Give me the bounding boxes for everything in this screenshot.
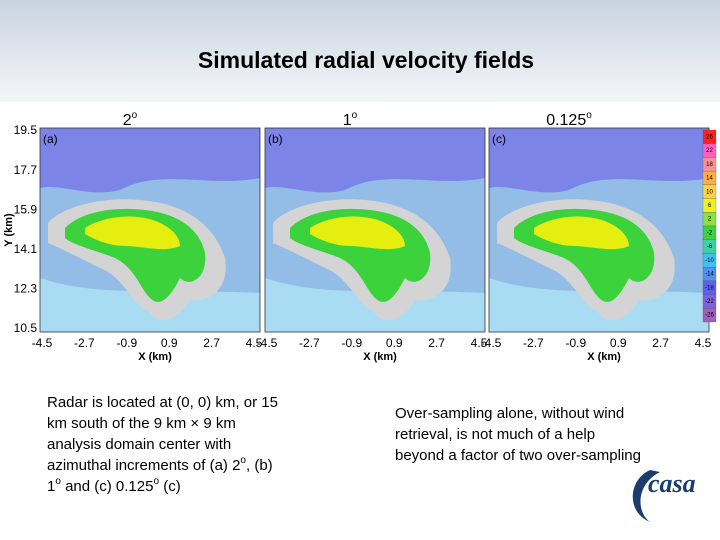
panel-heading: 0.125o (546, 110, 592, 130)
x-tick-label: 0.9 (161, 336, 178, 350)
title: Simulated radial velocity fields (198, 47, 534, 73)
right-paragraph-line: retrieval, is not much of a help (395, 426, 595, 443)
superscript: o (153, 476, 159, 487)
panel-heading: 2o (123, 110, 138, 130)
colorbar-label: -26 (705, 313, 714, 319)
y-tick-label: 19.5 (14, 123, 38, 137)
panel-label: (a) (43, 132, 58, 146)
x-tick-label: -2.7 (299, 336, 320, 350)
heading-sup: o (586, 110, 592, 121)
colorbar-label: 6 (708, 203, 712, 209)
logo-swoosh (632, 470, 660, 522)
colorbar-label: -10 (705, 258, 714, 264)
x-tick-label: -4.5 (32, 336, 53, 350)
x-tick-label: 4.5 (695, 336, 712, 350)
panel-heading: 1o (343, 110, 358, 130)
text-run: 1 (47, 478, 55, 495)
heading-sup: o (132, 110, 138, 121)
panel-frame (39, 127, 261, 333)
left-paragraph-line: 1o and (c) 0.125o (c) (47, 476, 181, 495)
y-axis-label: Y (km) (3, 213, 15, 247)
colorbar-label: -14 (705, 272, 714, 278)
field-north (265, 128, 485, 193)
text-run: , (b) (246, 457, 273, 474)
superscript: o (240, 455, 246, 466)
field-yellow (534, 216, 629, 250)
left-paragraph-line: km south of the 9 km × 9 km (47, 415, 236, 432)
x-tick-label: -2.7 (74, 336, 95, 350)
x-tick-label: -4.5 (481, 336, 502, 350)
field-yellow (85, 216, 180, 250)
colorbar-label: -22 (705, 299, 714, 305)
heading-value: 0.125 (546, 112, 586, 129)
colorbar-label: 2 (708, 217, 712, 223)
y-tick-label: 12.3 (14, 282, 38, 296)
superscript: o (55, 476, 61, 487)
colorbar-label: 26 (706, 134, 713, 140)
x-tick-label: 2.7 (203, 336, 220, 350)
field-yellow (310, 216, 405, 250)
x-tick-label: 2.7 (428, 336, 445, 350)
panel-label: (b) (268, 132, 283, 146)
heading-value: 1 (343, 112, 352, 129)
panel-label: (c) (492, 132, 506, 146)
header-band (0, 0, 720, 102)
heading-sup: o (352, 110, 358, 121)
x-tick-label: 2.7 (652, 336, 669, 350)
x-axis-label: X (km) (138, 351, 172, 363)
text-run: Radar is located at (0, 0) km, or 15 (47, 394, 278, 411)
y-tick-label: 10.5 (14, 321, 38, 335)
x-tick-label: 0.9 (386, 336, 403, 350)
colorbar-label: 14 (706, 176, 713, 182)
y-tick-label: 14.1 (14, 242, 38, 256)
panel-frame (264, 127, 486, 333)
y-tick-label: 17.7 (14, 163, 38, 177)
x-tick-label: 4.5 (246, 336, 263, 350)
colorbar-label: 22 (706, 148, 713, 154)
colorbar-swatch (702, 308, 717, 323)
colorbar-label: 18 (706, 162, 713, 168)
y-tick-label: 15.9 (14, 202, 38, 216)
x-tick-label: -0.9 (341, 336, 362, 350)
left-paragraph-line: analysis domain center with (47, 436, 231, 453)
colorbar-label: 10 (706, 189, 713, 195)
x-axis-label: X (km) (363, 351, 397, 363)
right-paragraph-line: beyond a factor of two over-sampling (395, 447, 641, 464)
text-run: and (c) 0.125 (61, 478, 154, 495)
velocity-panel: (c) (488, 127, 710, 333)
logo-text: casa (648, 469, 696, 498)
x-tick-label: -2.7 (523, 336, 544, 350)
right-paragraph-line: Over-sampling alone, without wind (395, 405, 624, 422)
text-run: analysis domain center with (47, 436, 231, 453)
x-tick-label: -4.5 (257, 336, 278, 350)
colorbar-label: -6 (707, 244, 713, 250)
left-paragraph-line: azimuthal increments of (a) 2o, (b) (47, 455, 273, 474)
velocity-panel: (b) (264, 127, 486, 333)
heading-value: 2 (123, 112, 132, 129)
logo: casa (632, 469, 696, 522)
left-paragraph-line: Radar is located at (0, 0) km, or 15 (47, 394, 278, 411)
x-tick-label: 0.9 (610, 336, 627, 350)
colorbar-label: -18 (705, 285, 714, 291)
text-run: azimuthal increments of (a) 2 (47, 457, 240, 474)
text-run: (c) (159, 478, 181, 495)
colorbar-label: -2 (707, 230, 713, 236)
text-run: km south of the 9 km × 9 km (47, 415, 236, 432)
x-tick-label: 4.5 (471, 336, 488, 350)
x-tick-label: -0.9 (565, 336, 586, 350)
field-north (489, 128, 709, 193)
x-tick-label: -0.9 (116, 336, 137, 350)
velocity-panel: (a) (39, 127, 261, 333)
x-axis-label: X (km) (587, 351, 621, 363)
field-north (40, 128, 260, 193)
